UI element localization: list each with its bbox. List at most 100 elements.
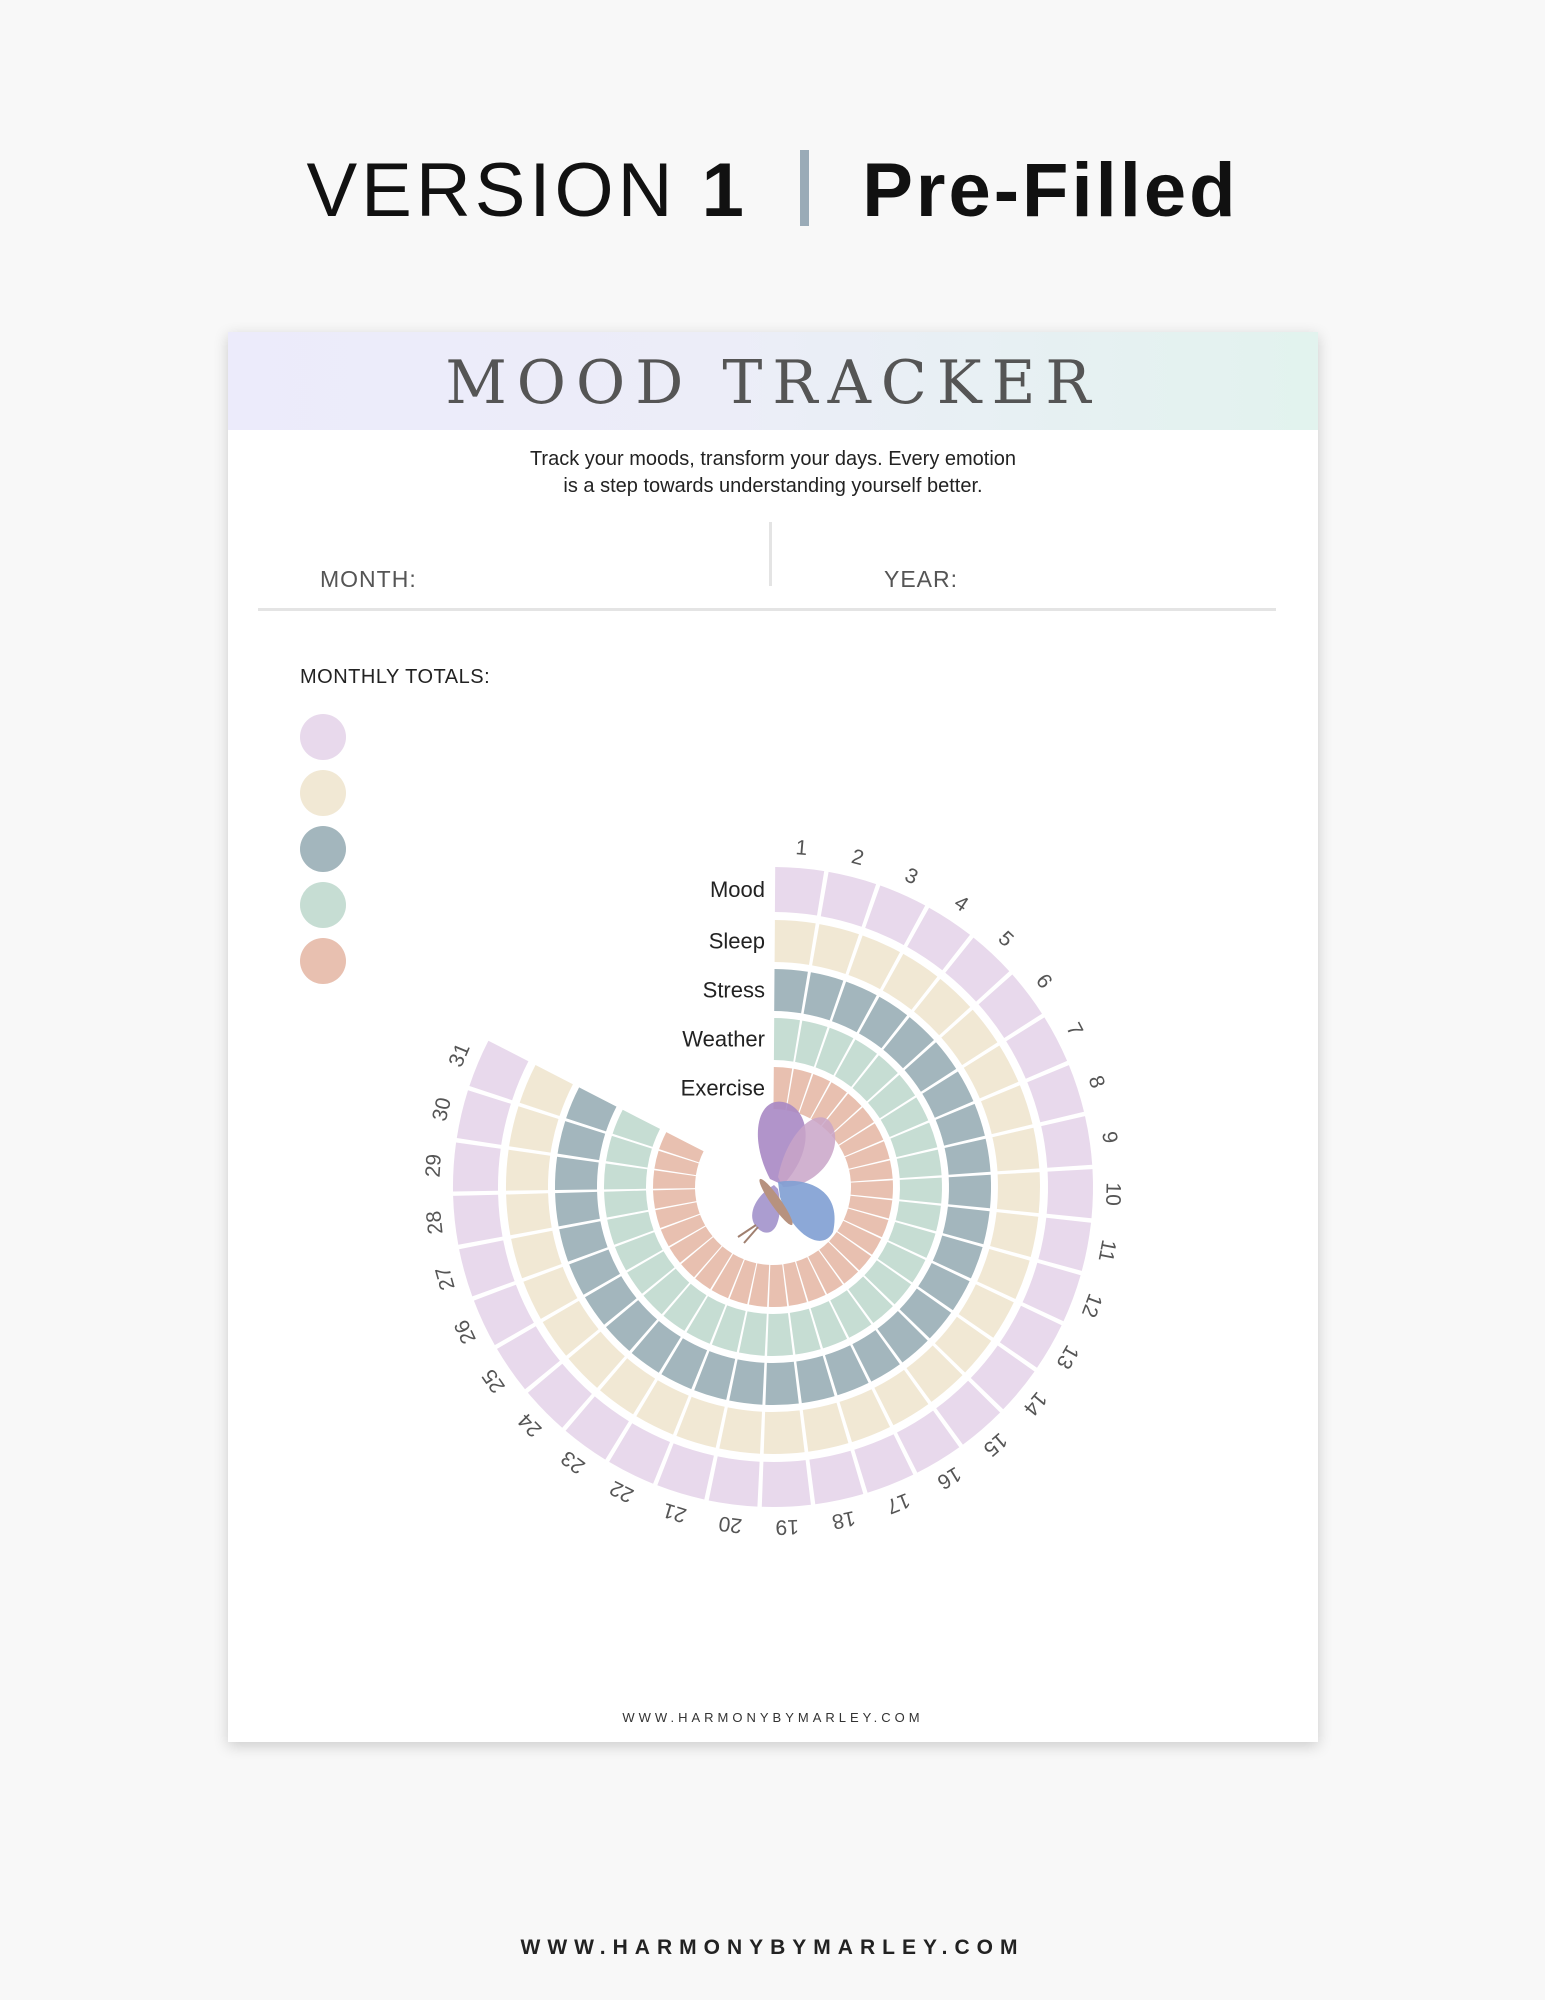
cell-exercise-day-21[interactable] (729, 1259, 757, 1305)
cell-mood-day-16[interactable] (897, 1410, 960, 1473)
cell-stress-day-15[interactable] (877, 1311, 928, 1363)
cell-sleep-day-18[interactable] (802, 1402, 849, 1452)
cell-weather-day-24[interactable] (643, 1268, 690, 1315)
cell-mood-day-29[interactable] (452, 1142, 501, 1192)
cell-sleep-day-7[interactable] (963, 1045, 1019, 1099)
cell-stress-day-17[interactable] (825, 1345, 869, 1396)
cell-exercise-day-23[interactable] (695, 1246, 733, 1290)
cell-sleep-day-23[interactable] (600, 1358, 656, 1415)
cell-stress-day-20[interactable] (729, 1359, 765, 1405)
cell-weather-day-22[interactable] (686, 1296, 726, 1344)
cell-sleep-day-28[interactable] (506, 1193, 552, 1236)
cell-exercise-day-13[interactable] (837, 1220, 882, 1255)
cell-exercise-day-26[interactable] (660, 1214, 706, 1247)
cell-sleep-day-30[interactable] (509, 1106, 559, 1153)
cell-weather-day-9[interactable] (896, 1149, 942, 1179)
cell-weather-day-26[interactable] (615, 1232, 663, 1271)
cell-stress-day-26[interactable] (569, 1249, 620, 1295)
cell-mood-day-28[interactable] (453, 1194, 503, 1245)
cell-stress-day-3[interactable] (832, 981, 877, 1033)
cell-exercise-day-4[interactable] (811, 1082, 847, 1126)
cell-sleep-day-1[interactable] (774, 920, 816, 965)
cell-exercise-day-19[interactable] (768, 1264, 788, 1307)
cell-sleep-day-26[interactable] (523, 1266, 578, 1319)
cell-exercise-day-9[interactable] (849, 1160, 893, 1182)
cell-stress-day-7[interactable] (922, 1071, 974, 1118)
cell-stress-day-19[interactable] (765, 1361, 799, 1406)
cell-sleep-day-25[interactable] (542, 1300, 599, 1356)
cell-stress-day-27[interactable] (559, 1221, 608, 1262)
cell-stress-day-9[interactable] (944, 1138, 991, 1175)
cell-sleep-day-17[interactable] (839, 1389, 891, 1443)
cell-mood-day-27[interactable] (459, 1240, 515, 1297)
cell-sleep-day-31[interactable] (519, 1065, 573, 1116)
cell-stress-day-16[interactable] (852, 1330, 900, 1382)
cell-weather-day-11[interactable] (895, 1201, 941, 1232)
cell-sleep-day-3[interactable] (848, 935, 901, 990)
cell-weather-day-5[interactable] (852, 1055, 898, 1102)
cell-exercise-day-24[interactable] (681, 1237, 722, 1278)
cell-mood-day-6[interactable] (978, 974, 1042, 1039)
cell-exercise-day-7[interactable] (839, 1123, 884, 1157)
cell-mood-day-24[interactable] (527, 1363, 592, 1428)
cell-sleep-day-5[interactable] (914, 978, 971, 1036)
cell-stress-day-29[interactable] (554, 1156, 599, 1190)
cell-mood-day-21[interactable] (657, 1443, 714, 1500)
cell-mood-day-26[interactable] (473, 1284, 534, 1346)
cell-sleep-day-27[interactable] (511, 1230, 562, 1279)
cell-stress-day-2[interactable] (803, 972, 844, 1021)
cell-stress-day-23[interactable] (631, 1321, 681, 1373)
cell-sleep-day-22[interactable] (636, 1380, 689, 1435)
cell-stress-day-21[interactable] (694, 1351, 736, 1400)
cell-exercise-day-22[interactable] (711, 1254, 744, 1299)
cell-mood-day-22[interactable] (609, 1423, 670, 1484)
cell-mood-day-12[interactable] (1022, 1262, 1081, 1322)
cell-sleep-day-13[interactable] (958, 1284, 1014, 1338)
cell-weather-day-15[interactable] (848, 1276, 893, 1324)
cell-mood-day-9[interactable] (1041, 1116, 1093, 1168)
cell-sleep-day-10[interactable] (996, 1172, 1041, 1214)
cell-weather-day-18[interactable] (789, 1308, 821, 1355)
cell-stress-day-18[interactable] (796, 1355, 835, 1404)
cell-weather-day-14[interactable] (864, 1260, 912, 1305)
cell-weather-day-27[interactable] (607, 1211, 654, 1245)
cell-sleep-day-2[interactable] (812, 924, 859, 974)
cell-sleep-day-12[interactable] (977, 1249, 1030, 1299)
cell-sleep-day-4[interactable] (882, 953, 938, 1010)
cell-stress-day-25[interactable] (585, 1276, 637, 1325)
cell-exercise-day-16[interactable] (808, 1250, 843, 1295)
cell-weather-day-3[interactable] (815, 1027, 854, 1076)
cell-stress-day-22[interactable] (661, 1338, 708, 1390)
cell-weather-day-19[interactable] (767, 1313, 793, 1356)
cell-sleep-day-29[interactable] (505, 1149, 551, 1191)
cell-stress-day-1[interactable] (774, 969, 808, 1014)
cell-weather-day-21[interactable] (711, 1305, 746, 1353)
cell-stress-day-5[interactable] (883, 1017, 934, 1069)
cell-sleep-day-20[interactable] (719, 1407, 762, 1454)
cell-weather-day-8[interactable] (890, 1122, 938, 1158)
cell-exercise-day-20[interactable] (748, 1263, 770, 1307)
cell-weather-day-28[interactable] (604, 1190, 649, 1218)
cell-mood-day-2[interactable] (820, 871, 877, 927)
cell-stress-day-13[interactable] (918, 1263, 970, 1311)
cell-exercise-day-15[interactable] (819, 1242, 859, 1284)
cell-exercise-day-3[interactable] (799, 1074, 831, 1119)
cell-sleep-day-19[interactable] (763, 1410, 805, 1454)
cell-sleep-day-6[interactable] (941, 1009, 998, 1066)
cell-weather-day-29[interactable] (603, 1163, 648, 1190)
cell-weather-day-25[interactable] (627, 1251, 675, 1294)
cell-stress-day-10[interactable] (948, 1174, 992, 1209)
cell-weather-day-1[interactable] (773, 1018, 800, 1062)
cell-mood-day-5[interactable] (945, 937, 1010, 1002)
cell-weather-day-7[interactable] (880, 1097, 929, 1137)
cell-stress-day-4[interactable] (858, 996, 908, 1049)
cell-mood-day-3[interactable] (865, 885, 926, 946)
cell-exercise-day-29[interactable] (652, 1170, 696, 1189)
cell-mood-day-25[interactable] (497, 1326, 560, 1390)
cell-weather-day-10[interactable] (899, 1177, 942, 1204)
cell-weather-day-31[interactable] (612, 1109, 660, 1147)
cell-exercise-day-17[interactable] (796, 1257, 826, 1302)
cell-sleep-day-16[interactable] (874, 1369, 929, 1426)
cell-weather-day-20[interactable] (739, 1311, 767, 1356)
cell-mood-day-23[interactable] (565, 1396, 629, 1460)
